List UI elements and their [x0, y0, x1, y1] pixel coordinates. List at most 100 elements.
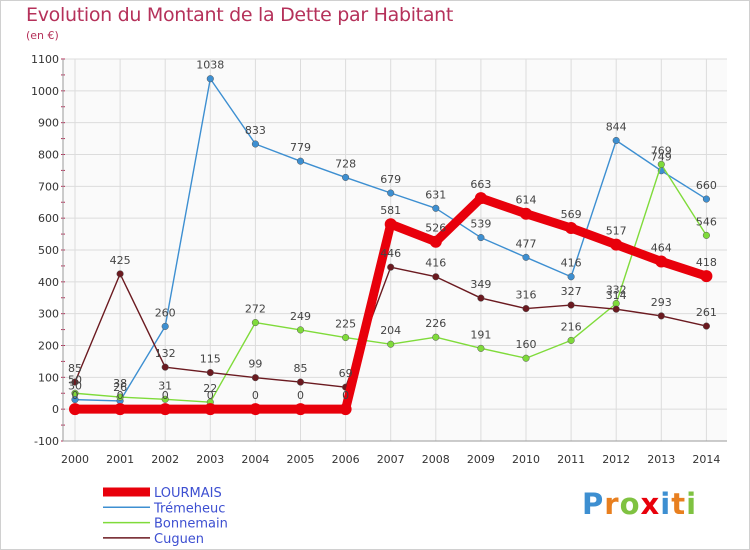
legend-label: LOURMAIS	[154, 486, 222, 501]
data-label: 31	[158, 379, 172, 392]
data-label: 26	[113, 381, 127, 394]
data-point	[657, 312, 665, 320]
data-label: 132	[155, 347, 176, 360]
logo-letter: r	[604, 487, 620, 521]
data-label: 614	[516, 194, 537, 207]
y-tick-label: 800	[38, 149, 59, 162]
data-label: 327	[561, 285, 582, 298]
data-point	[251, 319, 259, 327]
y-tick-label: 100	[38, 371, 59, 384]
data-label: 416	[561, 257, 582, 270]
data-point	[432, 204, 440, 212]
logo-letter: i	[660, 487, 672, 521]
y-tick-label: 300	[38, 308, 59, 321]
data-point	[477, 234, 485, 242]
data-point	[161, 363, 169, 371]
data-label: 85	[294, 362, 308, 375]
data-label: 539	[470, 218, 491, 231]
data-label: 85	[68, 362, 82, 375]
data-point	[159, 403, 172, 416]
y-tick-label: 0	[52, 403, 59, 416]
data-point	[387, 340, 395, 348]
data-label: 216	[561, 320, 582, 333]
x-tick-label: 2006	[332, 453, 360, 466]
data-label: 38	[113, 377, 127, 390]
data-point	[384, 218, 397, 231]
y-tick-label: 400	[38, 276, 59, 289]
y-tick-label: 1000	[31, 85, 59, 98]
data-label: 349	[470, 278, 491, 291]
data-point	[477, 294, 485, 302]
data-point	[429, 235, 442, 248]
data-point	[477, 344, 485, 352]
data-point	[206, 369, 214, 377]
data-label: 0	[72, 389, 79, 402]
data-point	[522, 354, 530, 362]
y-tick-label: -100	[34, 435, 59, 448]
data-point	[655, 255, 668, 268]
logo-letter: t	[671, 487, 687, 521]
logo-letter: o	[619, 487, 641, 521]
data-point	[342, 333, 350, 342]
data-label: 464	[651, 241, 672, 254]
data-point	[700, 270, 713, 283]
data-label: 581	[380, 204, 401, 217]
data-point	[71, 378, 79, 386]
data-point	[116, 270, 124, 278]
x-tick-label: 2009	[467, 453, 495, 466]
data-label: 260	[155, 306, 176, 319]
data-label: 425	[110, 254, 131, 267]
x-tick-label: 2011	[557, 453, 585, 466]
data-point	[387, 263, 395, 271]
data-point	[71, 389, 79, 397]
data-label: 314	[606, 289, 627, 302]
data-point	[657, 160, 665, 168]
x-tick-label: 2004	[241, 453, 269, 466]
chart-subtitle: (en €)	[26, 29, 59, 42]
data-label: 0	[252, 389, 259, 402]
data-point	[702, 231, 710, 239]
data-label: 293	[651, 296, 672, 309]
data-point	[702, 195, 710, 203]
data-point	[116, 393, 124, 401]
data-label: 416	[425, 257, 446, 270]
data-point	[610, 238, 623, 251]
data-point	[565, 222, 578, 235]
data-label: 0	[207, 389, 214, 402]
data-label: 272	[245, 303, 266, 316]
x-tick-label: 2014	[692, 453, 720, 466]
legend-label: Trémeheuc	[153, 501, 225, 516]
data-label: 769	[651, 144, 672, 157]
data-label: 660	[696, 179, 717, 192]
data-label: 22	[203, 382, 217, 395]
x-tick-label: 2005	[287, 453, 315, 466]
data-point	[69, 403, 81, 416]
y-tick-label: 600	[38, 212, 59, 225]
data-label: 663	[470, 178, 491, 191]
data-point	[387, 189, 395, 197]
data-point	[204, 403, 217, 416]
data-point	[296, 378, 305, 386]
data-label: 99	[248, 358, 262, 371]
data-label: 446	[380, 247, 401, 260]
data-label: 226	[425, 317, 446, 330]
legend-label: Bonnemain	[154, 517, 228, 532]
data-label: 50	[68, 373, 82, 386]
data-point	[294, 403, 307, 416]
data-label: 69	[339, 367, 353, 380]
data-point	[296, 157, 305, 165]
data-point	[114, 403, 127, 416]
legend-label: Cuguen	[154, 532, 204, 547]
data-point	[612, 136, 620, 145]
data-point	[520, 207, 532, 220]
x-tick-label: 2001	[106, 453, 134, 466]
data-point	[522, 253, 530, 261]
data-label: 115	[200, 353, 221, 366]
data-label: 779	[290, 141, 311, 154]
data-point	[251, 374, 259, 382]
logo-letter: i	[686, 487, 698, 521]
logo-letter: x	[640, 487, 661, 521]
x-tick-label: 2007	[377, 453, 405, 466]
data-label: 844	[606, 120, 627, 133]
